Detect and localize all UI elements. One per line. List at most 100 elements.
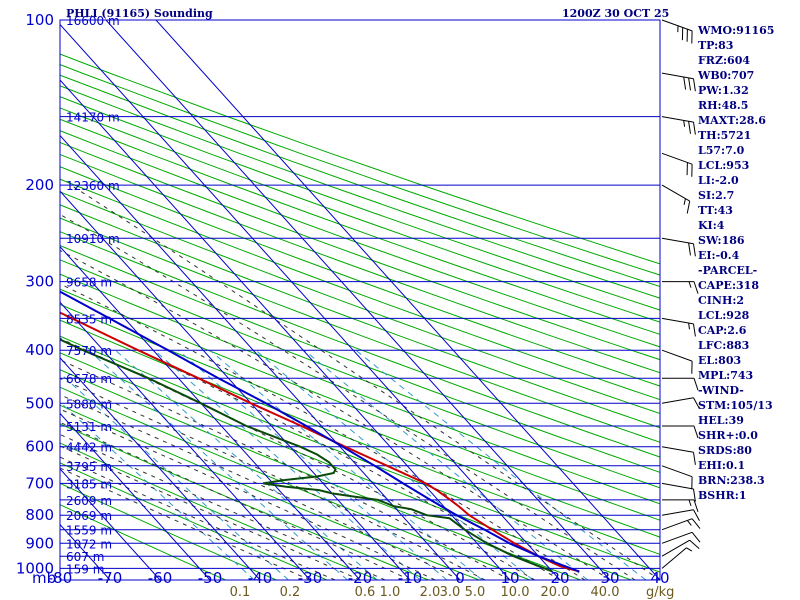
wind-barb: [662, 377, 699, 391]
index-value: CINH:2: [698, 294, 744, 307]
temperature-tick-label: 20: [550, 569, 569, 587]
background-grid: [60, 20, 660, 580]
wind-barb: [661, 152, 693, 177]
moist-adiabat-line: [60, 359, 511, 580]
wind-barb: [661, 531, 701, 544]
profile-line-1: [60, 311, 580, 573]
pressure-tick-label: 500: [25, 394, 54, 412]
wind-barb: [661, 72, 696, 92]
temperature-tick-label: -10: [398, 569, 423, 587]
index-value: CAP:2.6: [698, 324, 747, 337]
temperature-tick-label: -30: [298, 569, 323, 587]
wind-barb: [662, 281, 699, 294]
mixing-ratio-tick-label: 10.0: [501, 585, 530, 600]
height-label: 3795 m: [66, 460, 112, 474]
mixing-ratio-line: [355, 349, 647, 580]
wind-barb: [662, 425, 699, 439]
index-value: WB0:707: [697, 69, 754, 82]
dry-adiabat-line: [60, 204, 660, 429]
mixing-ratio-tick-label: 0.1: [230, 585, 251, 600]
dry-adiabat-line: [60, 141, 660, 361]
wind-barb: [662, 499, 699, 513]
wind-barb: [661, 509, 700, 522]
height-label: 12360 m: [66, 179, 120, 193]
wind-barb: [661, 317, 696, 337]
index-value: CAPE:318: [698, 279, 759, 292]
dry-adiabat-line: [60, 273, 660, 505]
index-value: WMO:91165: [697, 24, 774, 37]
plot-frame: [59, 19, 661, 581]
dry-adiabat-line: [60, 53, 660, 265]
index-value: L57:7.0: [698, 144, 745, 157]
dry-adiabat-line: [60, 244, 660, 473]
wind-barb: [661, 482, 696, 502]
temperature-tick-label: 10: [500, 569, 519, 587]
temperature-tick-label: -60: [148, 569, 173, 587]
isotherm-line: [60, 23, 561, 580]
dry-adiabat-line: [60, 352, 632, 580]
pressure-tick-label: 300: [25, 273, 54, 291]
wind-barb: [661, 184, 691, 214]
index-value: SHR+:0.0: [698, 429, 758, 442]
pressure-unit-label: mb: [32, 569, 56, 587]
height-label: 7570 m: [66, 344, 112, 358]
height-label: 8535 m: [66, 312, 112, 326]
pressure-tick-label: 1000: [16, 559, 54, 577]
moist-adiabat-line: [60, 394, 461, 580]
index-value: EI:-0.4: [698, 249, 740, 262]
index-value: -PARCEL-: [698, 264, 757, 277]
dry-adiabat-line: [60, 118, 660, 335]
index-value: HEL:39: [698, 414, 744, 427]
index-value: BRN:238.3: [698, 474, 765, 487]
pressure-tick-label: 800: [25, 506, 54, 524]
height-label: 5880 m: [66, 397, 112, 411]
wind-barb: [661, 518, 701, 531]
height-label: 1559 m: [66, 524, 112, 538]
temperature-axis: -80 -70 -60 -50 -40 -30 -20 -10 0 10 20 30 40: [48, 569, 670, 587]
index-value: PW:1.32: [698, 84, 749, 97]
index-value: LI:-2.0: [698, 174, 739, 187]
index-value: SW:186: [698, 234, 745, 247]
height-label: 14170 m: [66, 111, 120, 125]
dry-adiabat-line: [60, 462, 328, 580]
dry-adiabat-line: [60, 504, 226, 580]
height-label: 607 m: [66, 550, 104, 564]
mixing-ratio-line: [115, 349, 378, 580]
moist-adiabat-line: [60, 421, 411, 580]
dry-adiabat-line: [60, 107, 660, 323]
temperature-tick-label: -50: [198, 569, 223, 587]
height-label: 3185 m: [66, 477, 112, 491]
isotherm-line: [60, 301, 311, 580]
height-label: 2609 m: [66, 494, 112, 508]
temperature-tick-label: -70: [98, 569, 123, 587]
index-value: TP:83: [698, 39, 733, 52]
height-label: 6678 m: [66, 372, 112, 386]
height-label: 159 m: [66, 562, 104, 576]
index-value: SI:2.7: [698, 189, 734, 202]
temperature-tick-label: -80: [48, 569, 73, 587]
dry-adiabat-line: [60, 96, 660, 311]
mixing-ratio-line: [153, 349, 421, 580]
height-label: 5131 m: [66, 420, 112, 434]
dry-adiabat-line: [60, 259, 660, 489]
dry-adiabat-line: [60, 85, 660, 299]
profile-line-2: [60, 290, 580, 573]
wind-barbs: [661, 19, 701, 569]
mixing-ratio-tick-label: 5.0: [465, 585, 486, 600]
isotherm-line: [60, 190, 411, 580]
index-value: KI:4: [698, 219, 725, 232]
index-value: EHI:0.1: [698, 459, 745, 472]
isotherm-line: [105, 20, 611, 580]
index-value: EL:803: [698, 354, 741, 367]
index-value: -WIND-: [698, 384, 744, 397]
index-value: BSHR:1: [698, 489, 747, 502]
index-value: STM:105/13: [698, 399, 773, 412]
dry-adiabat-line: [60, 153, 660, 374]
height-label: 9658 m: [66, 276, 112, 290]
dry-adiabat-line: [60, 319, 660, 555]
temperature-tick-label: -20: [348, 569, 373, 587]
index-value: LCL:928: [698, 309, 750, 322]
wind-barb: [661, 237, 696, 257]
